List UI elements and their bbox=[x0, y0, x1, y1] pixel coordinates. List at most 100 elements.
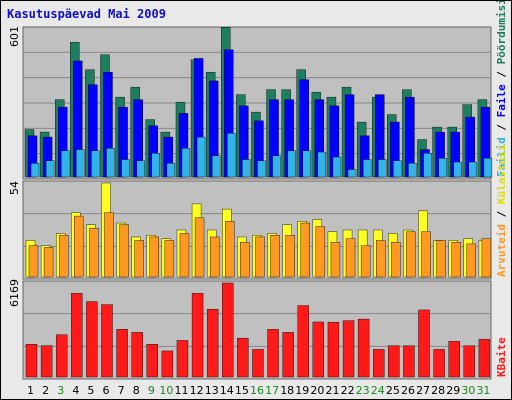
bar-failid-day-5 bbox=[91, 150, 100, 178]
bar-arvuteid-day-25 bbox=[391, 241, 401, 278]
bar-kbaite-day-2 bbox=[40, 345, 53, 378]
bar-arvuteid-day-11 bbox=[179, 233, 190, 278]
bot-side-legend: KBaite bbox=[495, 337, 508, 377]
top-ymax-label: 601 bbox=[8, 26, 21, 47]
bar-failid-day-9 bbox=[151, 153, 160, 178]
bar-kbaite-day-8 bbox=[131, 332, 143, 378]
day-label: 8 bbox=[133, 384, 140, 397]
day-label: 15 bbox=[235, 384, 249, 397]
bar-arvuteid-day-12 bbox=[194, 217, 205, 278]
day-label: 2 bbox=[42, 384, 49, 397]
bar-failid-day-8 bbox=[136, 160, 145, 178]
bar-arvuteid-day-21 bbox=[330, 241, 341, 278]
legend-faile: Faile bbox=[495, 84, 508, 117]
day-label: 18 bbox=[280, 384, 294, 397]
mid-side-legend: Arvuteid / Külastusi bbox=[495, 144, 508, 277]
bar-kbaite-day-11 bbox=[176, 340, 189, 378]
bar-arvuteid-day-20 bbox=[315, 226, 326, 278]
day-label: 12 bbox=[190, 384, 204, 397]
bar-failid-day-10 bbox=[166, 163, 176, 178]
bar-arvuteid-day-14 bbox=[225, 221, 235, 278]
bar-failid-day-17 bbox=[272, 155, 281, 178]
day-label: 16 bbox=[250, 384, 264, 397]
bar-kbaite-day-18 bbox=[282, 332, 294, 378]
bar-kbaite-day-5 bbox=[86, 301, 98, 378]
bar-arvuteid-day-10 bbox=[164, 240, 175, 278]
day-label: 21 bbox=[325, 384, 339, 397]
bar-failid-day-16 bbox=[257, 160, 266, 178]
bar-failid-day-22 bbox=[347, 169, 357, 178]
bar-kbaite-day-9 bbox=[146, 344, 158, 378]
bar-failid-day-30 bbox=[468, 161, 478, 178]
day-label: 14 bbox=[220, 384, 234, 397]
day-label: 29 bbox=[446, 384, 460, 397]
bar-kbaite-day-19 bbox=[297, 305, 309, 378]
bar-kbaite-day-30 bbox=[463, 345, 476, 378]
bar-failid-day-12 bbox=[196, 136, 206, 178]
bar-kbaite-day-20 bbox=[312, 321, 325, 378]
bar-kbaite-day-12 bbox=[191, 293, 204, 378]
bar-arvuteid-day-27 bbox=[421, 231, 431, 278]
bar-arvuteid-day-2 bbox=[43, 247, 54, 278]
day-label: 31 bbox=[476, 384, 490, 397]
mid-ymax-label: 54 bbox=[8, 181, 21, 195]
day-label: 19 bbox=[295, 384, 309, 397]
bot-ymax-label: 6169 bbox=[8, 279, 21, 307]
bar-kbaite-day-3 bbox=[55, 334, 68, 378]
bar-failid-day-31 bbox=[483, 158, 493, 178]
bars-kbytes bbox=[25, 282, 491, 378]
bar-kbaite-day-10 bbox=[161, 350, 174, 378]
day-label: 23 bbox=[356, 384, 370, 397]
bar-failid-day-4 bbox=[76, 149, 85, 178]
bar-arvuteid-day-17 bbox=[270, 235, 280, 278]
bar-failid-day-25 bbox=[393, 160, 402, 178]
bar-failid-day-7 bbox=[121, 159, 130, 178]
day-label: 10 bbox=[159, 384, 173, 397]
day-label: 11 bbox=[175, 384, 189, 397]
bar-arvuteid-day-22 bbox=[345, 238, 356, 278]
bar-arvuteid-day-3 bbox=[58, 235, 69, 278]
bar-kbaite-day-1 bbox=[25, 344, 38, 378]
bar-arvuteid-day-1 bbox=[28, 245, 39, 278]
bar-faile-day-22 bbox=[344, 94, 355, 178]
bars-hits-sites bbox=[25, 182, 492, 278]
bar-arvuteid-day-16 bbox=[255, 236, 265, 278]
bar-failid-day-28 bbox=[438, 158, 447, 178]
day-label: 27 bbox=[416, 384, 430, 397]
day-label: 24 bbox=[371, 384, 385, 397]
bar-arvuteid-day-26 bbox=[406, 231, 416, 278]
bar-arvuteid-day-5 bbox=[89, 228, 99, 278]
bar-failid-day-13 bbox=[211, 155, 221, 178]
day-label: 26 bbox=[401, 384, 415, 397]
bars-visits-pages-files bbox=[24, 27, 493, 178]
bar-arvuteid-day-24 bbox=[376, 240, 386, 278]
bar-kbaite-day-28 bbox=[433, 349, 445, 378]
bar-failid-day-2 bbox=[45, 160, 55, 178]
bar-arvuteid-day-6 bbox=[104, 212, 114, 278]
bar-failid-day-11 bbox=[181, 148, 191, 178]
bar-arvuteid-day-9 bbox=[149, 236, 159, 278]
day-labels: 1 2 3 4 5 6 7 8 9 10 11 12 13 14 15 16 17 18 19 20 21 22 23 24 2… bbox=[27, 384, 490, 397]
day-label: 1 bbox=[27, 384, 34, 397]
legend-failid: Failid bbox=[495, 137, 508, 177]
day-label: 22 bbox=[341, 384, 355, 397]
day-label: 25 bbox=[386, 384, 400, 397]
day-label: 4 bbox=[72, 384, 79, 397]
bar-arvuteid-day-13 bbox=[209, 236, 220, 278]
bar-arvuteid-day-28 bbox=[436, 240, 446, 278]
bar-arvuteid-day-8 bbox=[134, 240, 144, 278]
bar-failid-day-29 bbox=[453, 161, 462, 178]
bar-kbaite-day-17 bbox=[267, 329, 279, 378]
bar-arvuteid-day-4 bbox=[74, 215, 84, 278]
bar-kbaite-day-24 bbox=[373, 349, 385, 378]
chart-title: Kasutuspäevad Mai 2009 bbox=[7, 7, 166, 21]
bar-arvuteid-day-31 bbox=[481, 238, 492, 278]
day-label: 20 bbox=[310, 384, 324, 397]
bar-failid-day-18 bbox=[287, 150, 296, 178]
bar-kbaite-day-22 bbox=[342, 320, 355, 378]
bar-kbaite-day-27 bbox=[418, 309, 430, 378]
bar-failid-day-15 bbox=[242, 159, 251, 178]
day-label: 30 bbox=[461, 384, 475, 397]
